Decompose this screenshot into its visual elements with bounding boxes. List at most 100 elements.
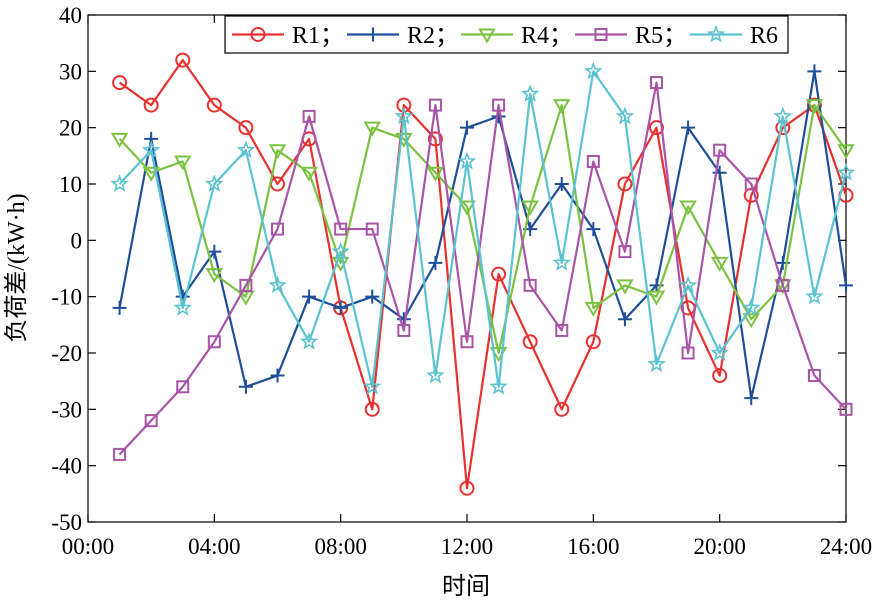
data-point-r4 <box>647 290 666 306</box>
data-point-r5 <box>744 177 758 191</box>
data-point-r2 <box>270 368 285 383</box>
data-point-r1 <box>617 176 633 192</box>
y-tick-label: 10 <box>59 172 82 197</box>
data-point-r6 <box>110 174 129 192</box>
data-point-r5 <box>302 109 316 123</box>
data-point-r5 <box>176 380 190 394</box>
data-point-r1 <box>143 97 159 113</box>
data-point-r4 <box>742 313 760 329</box>
data-point-r5 <box>523 278 537 292</box>
data-point-r6 <box>362 377 382 395</box>
series-line-r2 <box>118 70 848 400</box>
data-point-r6 <box>205 174 224 192</box>
x-tick-label: 04:00 <box>188 534 240 559</box>
data-point-r4 <box>426 166 445 182</box>
legend-marker-r1 <box>250 27 266 42</box>
data-point-r6 <box>457 151 477 170</box>
data-point-r4 <box>710 256 729 272</box>
data-point-r5 <box>144 414 158 428</box>
data-point-r2 <box>712 165 727 180</box>
data-point-r5 <box>492 98 506 112</box>
data-point-r1 <box>427 131 443 147</box>
data-point-r2 <box>586 222 601 237</box>
y-tick-label: -10 <box>51 285 82 310</box>
data-point-r5 <box>650 76 663 90</box>
series-r5 <box>113 76 853 461</box>
data-point-r2 <box>554 177 569 191</box>
data-point-r5 <box>207 335 221 349</box>
data-point-r6 <box>426 365 445 384</box>
data-point-r6 <box>741 298 761 316</box>
y-tick-label: 30 <box>59 59 82 84</box>
data-point-r4 <box>363 121 381 137</box>
series-layer <box>110 52 856 496</box>
data-point-r2 <box>428 255 443 270</box>
legend-label-r4: R4； <box>521 23 573 49</box>
data-point-r6 <box>615 106 635 125</box>
data-point-r5 <box>586 154 600 168</box>
data-point-r6 <box>678 275 698 294</box>
x-axis-label: 时间 <box>442 573 490 600</box>
data-point-r5 <box>618 245 632 259</box>
data-point-r6 <box>141 140 161 159</box>
series-r2 <box>112 64 853 406</box>
data-point-r2 <box>302 289 317 304</box>
data-point-r5 <box>271 222 284 236</box>
data-point-r1 <box>554 401 570 417</box>
y-tick-label: 40 <box>59 3 82 28</box>
data-point-r6 <box>489 377 508 395</box>
data-point-r5 <box>807 369 821 383</box>
data-point-r2 <box>112 300 127 315</box>
data-point-r1 <box>206 97 222 113</box>
legend: R1； R2； R4； R5； R6 <box>224 15 789 54</box>
legend-label-r6: R6 <box>750 23 778 49</box>
data-point-r4 <box>110 132 129 148</box>
data-point-r5 <box>113 447 127 461</box>
data-point-r2 <box>365 289 380 304</box>
data-point-r2 <box>744 391 759 406</box>
data-point-r6 <box>773 106 793 125</box>
x-tick-label: 20:00 <box>693 534 745 559</box>
data-point-r2 <box>807 64 822 79</box>
data-point-r6 <box>647 354 666 373</box>
legend-label-r2: R2； <box>407 23 459 49</box>
data-point-r4 <box>268 144 287 160</box>
data-point-r6 <box>299 331 319 350</box>
x-tick-label: 08:00 <box>314 534 366 559</box>
data-point-r4 <box>616 279 634 295</box>
data-point-r4 <box>458 200 476 216</box>
y-tick-label: 0 <box>71 228 83 253</box>
legend-marker-r2 <box>366 27 380 42</box>
data-point-r2 <box>333 300 348 315</box>
x-tick-label: 24:00 <box>820 534 872 559</box>
legend-marker-r6 <box>706 24 726 43</box>
data-point-r1 <box>491 266 507 282</box>
data-point-r1 <box>585 334 601 350</box>
data-point-r1 <box>364 401 380 417</box>
data-point-r4 <box>174 155 192 171</box>
y-tick-label: -40 <box>51 454 82 479</box>
y-axis-label: 负荷差/(kW·h) <box>3 193 30 342</box>
data-point-r6 <box>394 106 414 125</box>
y-tick-label: -50 <box>51 510 82 535</box>
data-point-r5 <box>334 222 348 236</box>
data-point-r4 <box>300 166 318 182</box>
data-point-r6 <box>710 343 729 361</box>
data-point-r2 <box>839 278 853 293</box>
data-point-r6 <box>236 140 256 159</box>
data-point-r2 <box>207 244 222 259</box>
x-tick-label: 12:00 <box>441 534 493 559</box>
data-point-r4 <box>553 99 571 115</box>
data-point-r5 <box>681 346 695 360</box>
data-point-r4 <box>679 200 697 216</box>
data-point-r2 <box>617 312 632 327</box>
y-tick-label: 20 <box>59 116 82 141</box>
series-r6 <box>110 61 856 395</box>
legend-marker-r5 <box>594 28 608 41</box>
data-point-r6 <box>268 275 287 294</box>
data-point-r4 <box>521 200 539 216</box>
data-point-r4 <box>584 301 603 317</box>
data-point-r6 <box>520 84 540 102</box>
data-point-r1 <box>175 52 191 68</box>
